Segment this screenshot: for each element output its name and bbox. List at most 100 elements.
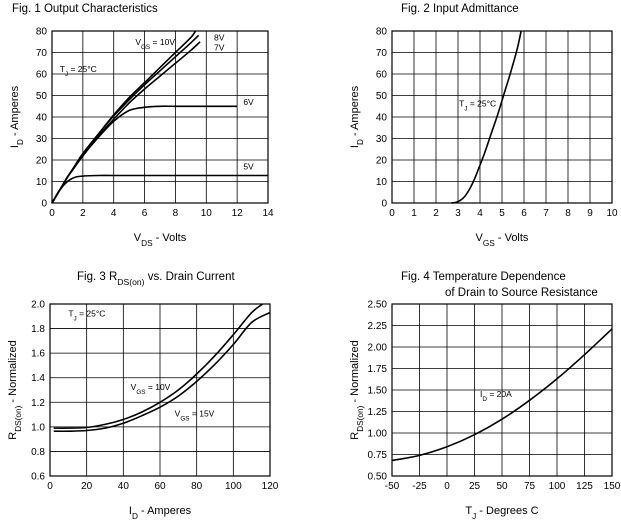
series-line-0	[451, 30, 522, 204]
annotation-label-rest: = 15V	[190, 408, 215, 418]
annotation-label: TJ = 25°C	[60, 64, 97, 78]
y-tick-label: 2.25	[368, 321, 388, 332]
x-tick-label: 14	[262, 208, 274, 219]
x-tick-label: 12	[232, 208, 244, 219]
x-tick-label: 9	[587, 208, 593, 219]
annotation-label-rest: = 25°C	[68, 64, 97, 74]
y-tick-label: 1.50	[368, 386, 388, 397]
y-axis-label: ID - Amperes	[9, 85, 25, 148]
y-axis-label-rest: - Amperes	[9, 85, 21, 139]
x-axis-label: ID - Amperes	[129, 505, 192, 521]
x-tick-label: 0	[389, 208, 395, 219]
annotation-label: TJ = 25°C	[459, 98, 496, 112]
annotation-label-main: T	[68, 308, 73, 318]
x-axis-label-rest: - Volts	[495, 232, 529, 244]
plot-frame	[51, 30, 269, 204]
x-tick-label: 0	[47, 481, 53, 492]
annotation-label-main: V	[175, 408, 181, 418]
x-tick-label: 2	[80, 208, 86, 219]
x-axis-label: VDS - Volts	[134, 232, 187, 248]
y-axis-label-sub: D	[16, 139, 25, 145]
y-tick-label: 50	[376, 91, 388, 102]
x-axis-label-main: I	[129, 505, 132, 517]
y-tick-label: 1.6	[31, 349, 45, 360]
x-axis-label-sub: D	[132, 512, 138, 521]
annotation-label-main: V	[135, 37, 141, 47]
y-tick-label: 20	[36, 156, 48, 167]
chart-fig4: Fig. 4 Temperature Dependence of Drain to…	[349, 271, 621, 521]
x-tick-label: 100	[549, 481, 566, 492]
y-axis-label-main: I	[9, 145, 21, 148]
x-tick-label: 10	[606, 208, 618, 219]
y-axis-label: RDS(on) - Normalized	[349, 340, 365, 440]
annotation-label: 7V	[214, 42, 225, 52]
y-tick-label: 10	[36, 177, 48, 188]
y-tick-label: 2.00	[368, 343, 388, 354]
annotation-label-sub: D	[482, 395, 487, 402]
x-tick-label: 150	[604, 481, 621, 492]
annotation-label-main: 8V	[214, 33, 225, 43]
annotation-label: 5V	[243, 162, 254, 172]
annotation-label: 8V	[214, 33, 225, 43]
x-tick-label: 6	[521, 208, 527, 219]
annotation-label-main: 6V	[243, 97, 254, 107]
x-tick-label: 1	[411, 208, 417, 219]
chart-title-post: vs. Drain Current	[145, 271, 236, 283]
y-axis-label-rest: - Amperes	[349, 85, 361, 139]
x-tick-label: 100	[225, 481, 242, 492]
y-tick-label: 1.75	[368, 364, 388, 375]
y-tick-label: 30	[36, 134, 48, 145]
x-axis-label-sub: DS	[141, 239, 153, 248]
series-line-3	[51, 105, 238, 204]
chart-title: of Drain to Source Resistance	[445, 287, 598, 299]
x-axis-label-sub: GS	[483, 239, 495, 248]
y-tick-label: 1.8	[31, 324, 45, 335]
x-tick-label: 50	[496, 481, 508, 492]
y-tick-label: 20	[376, 156, 388, 167]
x-tick-label: 3	[455, 208, 461, 219]
x-axis-label-rest: - Volts	[153, 232, 187, 244]
x-tick-label: 80	[191, 481, 203, 492]
x-axis-label-sub: J	[472, 512, 476, 521]
annotation-label: TJ = 25°C	[68, 308, 105, 322]
annotation-label: ID = 20A	[480, 389, 512, 403]
annotation-label-sub: GS	[180, 415, 189, 422]
y-tick-label: 60	[36, 70, 48, 81]
series-line-4	[51, 174, 268, 204]
y-tick-label: 1.0	[31, 422, 45, 433]
annotation-label: 6V	[243, 97, 254, 107]
x-axis-label: TJ - Degrees C	[465, 505, 538, 521]
annotation-label-main: 5V	[243, 162, 254, 172]
y-tick-label: 1.4	[31, 373, 45, 384]
x-axis-label-rest: - Degrees C	[476, 505, 538, 517]
y-tick-label: 1.25	[368, 407, 388, 418]
x-tick-label: 10	[201, 208, 213, 219]
annotation-label-rest: = 25°C	[467, 98, 496, 108]
annotation-label-main: T	[459, 98, 464, 108]
y-tick-label: 40	[36, 113, 48, 124]
annotation-label-main: I	[480, 389, 482, 399]
x-axis-label-rest: - Amperes	[138, 505, 192, 517]
chart-title: Fig. 1 Output Characteristics	[12, 3, 158, 15]
x-tick-label: 75	[524, 481, 536, 492]
y-axis-label-sub: DS(on)	[356, 405, 365, 431]
y-tick-label: 0.75	[368, 450, 388, 461]
y-axis-label-main: R	[349, 432, 361, 440]
x-tick-label: 120	[262, 481, 279, 492]
plot-frame	[391, 303, 613, 477]
x-tick-label: 0	[444, 481, 450, 492]
y-tick-label: 80	[36, 27, 48, 38]
x-tick-label: 20	[81, 481, 93, 492]
annotation-label-sub: J	[464, 105, 467, 112]
annotation-label-main: T	[60, 64, 65, 74]
y-axis-label-rest: - Normalized	[349, 340, 361, 405]
y-tick-label: 80	[376, 27, 388, 38]
y-tick-label: 0.8	[31, 447, 45, 458]
gridlines	[51, 30, 269, 204]
y-axis-label: RDS(on) - Normalized	[7, 340, 23, 440]
x-tick-label: 2	[433, 208, 439, 219]
chart-title: Fig. 3 RDS(on) vs. Drain Current	[77, 271, 235, 287]
y-tick-label: 2.0	[31, 300, 45, 311]
